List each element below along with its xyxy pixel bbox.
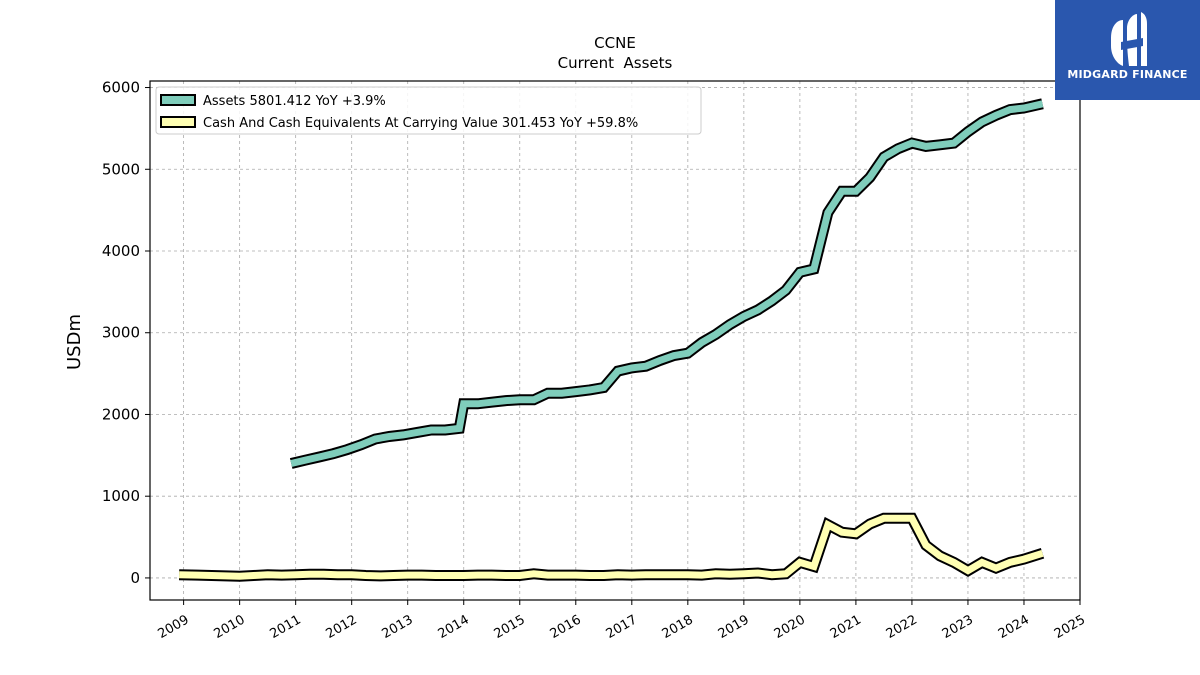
legend-label: Cash And Cash Equivalents At Carrying Va… — [203, 116, 638, 131]
legend: Assets 5801.412 YoY +3.9% Cash And Cash E… — [155, 86, 702, 135]
y-tick-label: 4000 — [102, 242, 140, 260]
x-tick-label: 2011 — [268, 612, 304, 642]
x-tick-label: 2015 — [492, 612, 528, 642]
legend-swatch — [160, 116, 196, 128]
chart-subtitle: Current Assets — [558, 54, 673, 72]
chart-title: CCNE — [594, 34, 636, 52]
x-tick-label: 2021 — [828, 612, 864, 642]
x-tick-label: 2013 — [380, 612, 416, 642]
legend-swatch — [160, 94, 196, 106]
x-tick-label: 2019 — [716, 612, 752, 642]
x-tick-label: 2025 — [1052, 612, 1088, 642]
x-tick-label: 2009 — [155, 612, 191, 642]
series-group — [178, 98, 1045, 582]
legend-label: Assets 5801.412 YoY +3.9% — [203, 94, 386, 109]
x-tick-label: 2022 — [884, 612, 920, 642]
x-tick-label: 2016 — [548, 612, 584, 642]
series-line-outline — [289, 98, 1044, 469]
brand-name: MIDGARD FINANCE — [1067, 68, 1188, 81]
y-tick-label: 3000 — [102, 324, 140, 342]
y-tick-label: 5000 — [102, 160, 140, 178]
series-line — [179, 514, 1044, 580]
x-tick-label: 2014 — [436, 612, 472, 642]
y-tick-label: 0 — [130, 569, 140, 587]
x-tick-label: 2024 — [996, 612, 1032, 642]
y-tick-label: 2000 — [102, 405, 140, 423]
x-tick-label: 2023 — [940, 612, 976, 642]
legend-box — [155, 86, 702, 135]
grid-lines — [150, 81, 1081, 600]
x-tick-label: 2017 — [604, 612, 640, 642]
x-tick-label: 2018 — [660, 612, 696, 642]
plot-frame — [149, 80, 1081, 601]
x-tick-label: 2012 — [324, 612, 360, 642]
x-tick-label: 2020 — [772, 612, 808, 642]
logo-mark-icon — [1111, 12, 1147, 66]
series-line — [290, 100, 1044, 467]
y-axis-label: USDm — [64, 314, 85, 370]
y-tick-label: 1000 — [102, 487, 140, 505]
x-tick-label: 2010 — [211, 612, 247, 642]
y-tick-label: 6000 — [102, 79, 140, 97]
brand-logo: MIDGARD FINANCE — [1055, 0, 1200, 100]
